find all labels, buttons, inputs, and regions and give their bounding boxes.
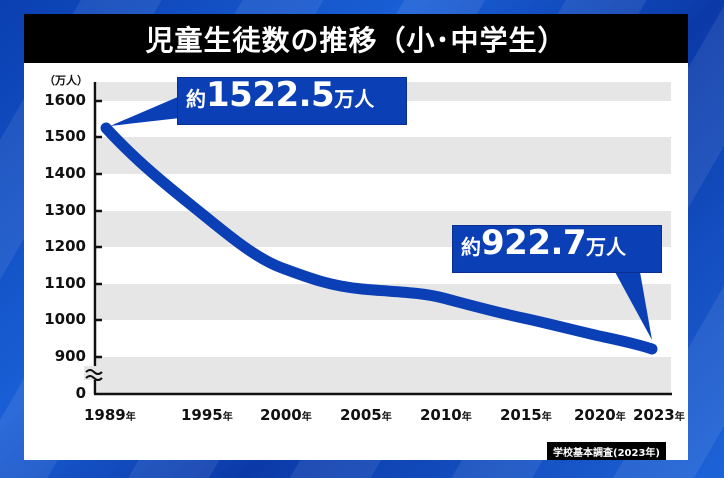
x-tick-year: 2005: [340, 406, 382, 424]
x-tick-suffix: 年: [125, 412, 136, 423]
x-tick-1989: 1989年: [84, 406, 136, 424]
y-tick-1300: 1300: [44, 201, 86, 219]
x-tick-year: 1995: [181, 406, 223, 424]
data-line: [100, 122, 658, 355]
y-tick-1500: 1500: [44, 127, 86, 145]
chart-title: 児童生徒数の推移（小･中学生）: [24, 14, 688, 63]
x-tick-2020: 2020年: [574, 406, 626, 424]
x-tick-suffix: 年: [541, 412, 552, 423]
y-tick-1100: 1100: [44, 274, 86, 292]
x-tick-year: 2023: [633, 406, 675, 424]
y-axis-unit: （万人）: [44, 74, 88, 87]
x-tick-suffix: 年: [461, 412, 472, 423]
y-tick-0: 0: [75, 384, 86, 402]
x-tick-2010: 2010年: [420, 406, 472, 424]
x-tick-year: 1989: [84, 406, 126, 424]
x-tick-year: 2010: [420, 406, 462, 424]
y-tick-1600: 1600: [44, 91, 86, 109]
start-value-callout: 約 1522.5 万人: [177, 77, 407, 125]
x-tick-suffix: 年: [222, 412, 233, 423]
x-tick-suffix: 年: [301, 412, 312, 423]
axis-break-icon: [84, 366, 106, 381]
axes: [93, 82, 672, 396]
x-tick-suffix: 年: [615, 412, 626, 423]
x-tick-year: 2015: [500, 406, 542, 424]
callout-suffix: 万人: [334, 87, 375, 111]
end-callout-pointer: [615, 272, 652, 340]
y-tick-1200: 1200: [44, 237, 86, 255]
y-tick-1000: 1000: [44, 310, 86, 328]
x-tick-year: 2020: [574, 406, 616, 424]
end-value-callout: 約 922.7 万人: [452, 225, 662, 273]
y-tick-1400: 1400: [44, 164, 86, 182]
callout-suffix: 万人: [586, 235, 627, 259]
x-tick-1995: 1995年: [181, 406, 233, 424]
x-tick-2015: 2015年: [500, 406, 552, 424]
x-tick-2000: 2000年: [260, 406, 312, 424]
source-label: 学校基本調査(2023年): [547, 442, 666, 460]
start-callout-pointer: [110, 96, 180, 126]
callout-prefix: 約: [461, 235, 481, 259]
callout-value: 1522.5: [206, 75, 335, 115]
callout-value: 922.7: [481, 223, 587, 263]
y-tick-900: 900: [54, 347, 86, 365]
callout-prefix: 約: [186, 87, 206, 111]
x-tick-year: 2000: [260, 406, 302, 424]
x-tick-2005: 2005年: [340, 406, 392, 424]
x-tick-2023: 2023年: [633, 406, 685, 424]
x-tick-suffix: 年: [381, 412, 392, 423]
x-tick-suffix: 年: [674, 412, 685, 423]
